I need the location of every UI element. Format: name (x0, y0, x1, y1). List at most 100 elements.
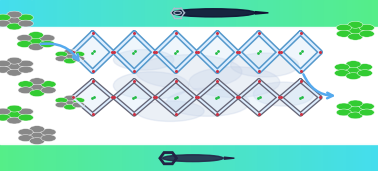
Circle shape (0, 108, 11, 115)
Bar (54, 144, 57, 171)
Bar (85, 144, 88, 171)
Circle shape (348, 33, 363, 40)
Polygon shape (156, 81, 196, 114)
Bar (252, 144, 255, 171)
Ellipse shape (163, 155, 223, 162)
Circle shape (55, 56, 68, 62)
Bar (94, 144, 98, 171)
Bar (161, 0, 164, 27)
Circle shape (335, 64, 350, 71)
Bar (0, 27, 378, 144)
Circle shape (17, 41, 32, 47)
Circle shape (29, 138, 45, 144)
Circle shape (64, 100, 76, 105)
Bar (180, 0, 183, 27)
Bar (290, 0, 293, 27)
Circle shape (40, 41, 55, 47)
Bar (98, 0, 101, 27)
Bar (211, 0, 214, 27)
Circle shape (336, 103, 352, 110)
Circle shape (348, 100, 363, 107)
Circle shape (357, 70, 372, 77)
Bar (139, 144, 142, 171)
Bar (205, 0, 208, 27)
Circle shape (346, 61, 361, 68)
Polygon shape (73, 33, 113, 71)
Bar (268, 0, 271, 27)
Circle shape (18, 60, 33, 67)
Bar (340, 0, 343, 27)
Circle shape (17, 35, 32, 42)
Bar (186, 0, 189, 27)
Bar (359, 144, 362, 171)
Bar (69, 144, 73, 171)
Bar (214, 144, 217, 171)
Bar (164, 0, 167, 27)
Bar (91, 144, 94, 171)
Bar (309, 0, 312, 27)
Bar (262, 144, 265, 171)
Bar (35, 0, 38, 27)
Circle shape (18, 87, 33, 94)
Bar (243, 144, 246, 171)
Bar (362, 0, 366, 27)
Bar (224, 0, 227, 27)
Bar (296, 144, 299, 171)
Bar (82, 0, 85, 27)
Bar (284, 144, 287, 171)
Circle shape (29, 90, 45, 97)
Bar (284, 0, 287, 27)
Circle shape (41, 87, 56, 94)
Polygon shape (73, 81, 113, 114)
Bar (305, 0, 309, 27)
Bar (265, 144, 268, 171)
Bar (249, 144, 252, 171)
Bar (217, 144, 220, 171)
Bar (76, 144, 79, 171)
Circle shape (0, 66, 11, 73)
Bar (293, 0, 296, 27)
Circle shape (0, 20, 11, 27)
Polygon shape (239, 81, 279, 114)
Bar (312, 144, 315, 171)
Bar (195, 144, 198, 171)
Bar (57, 144, 60, 171)
Bar (135, 0, 139, 27)
Polygon shape (280, 33, 321, 71)
Bar (3, 0, 6, 27)
Bar (151, 144, 154, 171)
Circle shape (72, 102, 85, 108)
Bar (110, 0, 113, 27)
Bar (41, 0, 44, 27)
Bar (44, 0, 47, 27)
Bar (31, 0, 35, 27)
Bar (318, 0, 321, 27)
Bar (101, 0, 104, 27)
Bar (19, 0, 22, 27)
Bar (173, 0, 177, 27)
Bar (280, 144, 284, 171)
Circle shape (336, 30, 352, 37)
Bar (88, 144, 91, 171)
Bar (217, 0, 220, 27)
Bar (369, 0, 372, 27)
Ellipse shape (253, 82, 314, 106)
Bar (220, 0, 224, 27)
Bar (3, 144, 6, 171)
Bar (54, 0, 57, 27)
Bar (299, 144, 302, 171)
Bar (224, 144, 227, 171)
Circle shape (18, 129, 33, 135)
Bar (82, 144, 85, 171)
Circle shape (72, 97, 85, 103)
Bar (271, 0, 274, 27)
Bar (205, 144, 208, 171)
Bar (154, 144, 158, 171)
Bar (189, 144, 192, 171)
Bar (350, 144, 353, 171)
Circle shape (72, 56, 85, 62)
Bar (249, 0, 252, 27)
Circle shape (346, 67, 361, 74)
Bar (154, 0, 158, 27)
Bar (337, 144, 340, 171)
